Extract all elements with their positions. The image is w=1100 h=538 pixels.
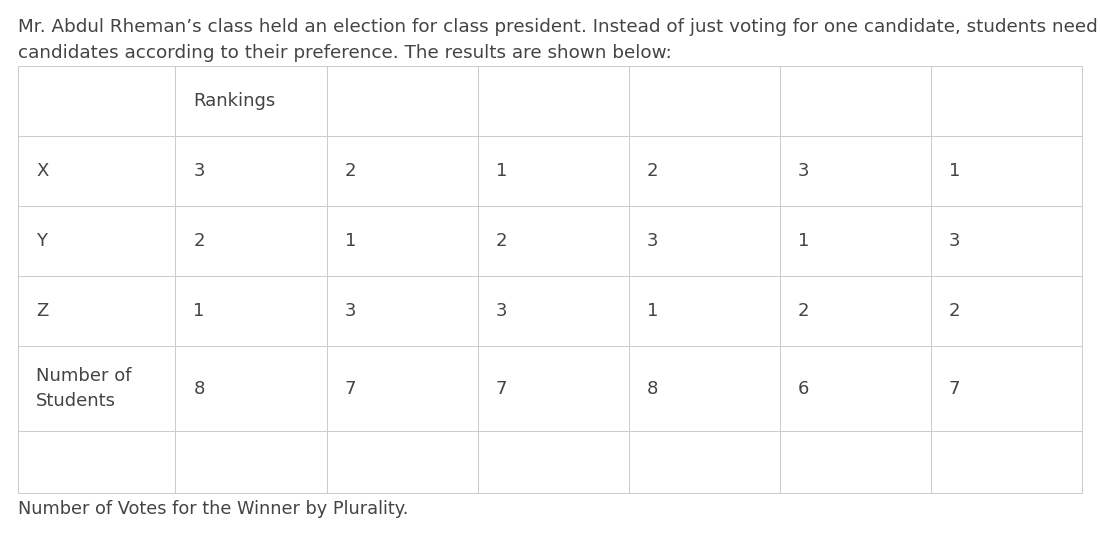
Bar <box>931 346 1082 431</box>
Bar <box>477 206 629 276</box>
Bar <box>18 431 176 493</box>
Text: 3: 3 <box>798 162 810 180</box>
Bar <box>931 276 1082 346</box>
Text: X: X <box>36 162 48 180</box>
Text: 1: 1 <box>647 302 658 320</box>
Bar <box>931 431 1082 493</box>
Bar <box>327 136 477 206</box>
Bar <box>176 276 327 346</box>
Bar <box>629 136 780 206</box>
Text: 1: 1 <box>344 232 356 250</box>
Bar <box>780 276 931 346</box>
Bar <box>176 346 327 431</box>
Text: 2: 2 <box>798 302 810 320</box>
Bar <box>629 276 780 346</box>
Text: 3: 3 <box>496 302 507 320</box>
Text: 7: 7 <box>949 380 960 398</box>
Text: 2: 2 <box>344 162 356 180</box>
Bar <box>18 66 176 136</box>
Bar <box>176 66 327 136</box>
Text: 1: 1 <box>194 302 205 320</box>
Bar <box>176 206 327 276</box>
Bar <box>780 431 931 493</box>
Bar <box>18 206 176 276</box>
Text: Z: Z <box>36 302 48 320</box>
Text: 6: 6 <box>798 380 810 398</box>
Bar <box>477 431 629 493</box>
Bar <box>176 431 327 493</box>
Text: 7: 7 <box>496 380 507 398</box>
Text: 1: 1 <box>496 162 507 180</box>
Bar <box>477 66 629 136</box>
Bar <box>477 136 629 206</box>
Text: 8: 8 <box>194 380 205 398</box>
Text: 2: 2 <box>496 232 507 250</box>
Bar <box>477 346 629 431</box>
Text: Number of
Students: Number of Students <box>36 367 132 410</box>
Bar <box>18 346 176 431</box>
Text: 2: 2 <box>194 232 205 250</box>
Bar <box>629 346 780 431</box>
Bar <box>931 206 1082 276</box>
Text: 2: 2 <box>949 302 960 320</box>
Text: 3: 3 <box>194 162 205 180</box>
Bar <box>18 276 176 346</box>
Bar <box>629 66 780 136</box>
Text: 1: 1 <box>949 162 960 180</box>
Bar <box>18 136 176 206</box>
Bar <box>327 206 477 276</box>
Bar <box>931 66 1082 136</box>
Text: Mr. Abdul Rheman’s class held an election for class president. Instead of just v: Mr. Abdul Rheman’s class held an electio… <box>18 18 1100 62</box>
Text: 3: 3 <box>949 232 960 250</box>
Bar <box>629 431 780 493</box>
Bar <box>327 276 477 346</box>
Text: 2: 2 <box>647 162 658 180</box>
Text: Y: Y <box>36 232 47 250</box>
Bar <box>176 136 327 206</box>
Bar <box>780 66 931 136</box>
Text: 1: 1 <box>798 232 810 250</box>
Bar <box>931 136 1082 206</box>
Bar <box>327 346 477 431</box>
Text: Number of Votes for the Winner by Plurality.: Number of Votes for the Winner by Plural… <box>18 500 408 518</box>
Bar <box>780 346 931 431</box>
Text: 8: 8 <box>647 380 658 398</box>
Bar <box>780 136 931 206</box>
Text: 7: 7 <box>344 380 356 398</box>
Text: 3: 3 <box>344 302 356 320</box>
Text: 3: 3 <box>647 232 658 250</box>
Bar <box>629 206 780 276</box>
Bar <box>780 206 931 276</box>
Bar <box>327 431 477 493</box>
Bar <box>327 66 477 136</box>
Text: Rankings: Rankings <box>194 92 276 110</box>
Bar <box>477 276 629 346</box>
